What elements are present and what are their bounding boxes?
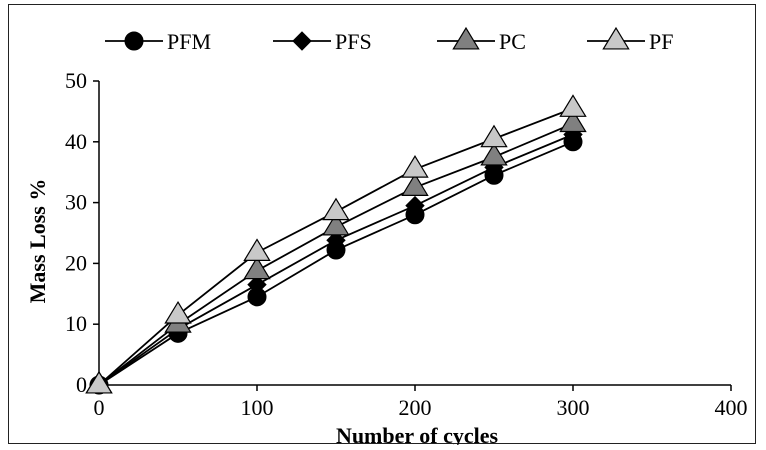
y-tick-label: 20 [65,250,87,275]
legend-marker-pf [602,26,630,50]
x-tick-label: 400 [715,395,748,420]
legend: PFM PFS PC PF [105,26,673,54]
series-pf [85,94,587,394]
axes: 0 10 20 30 40 50 0 100 200 300 400 [65,68,748,420]
data-point-pc [559,109,587,133]
series-pfm [89,132,583,395]
chart-frame: PFM PFS PC PF 0 10 20 30 40 50 0 100 200 300 400 Numb… [8,4,756,445]
legend-marker-pc [452,26,480,50]
data-point-pf [559,94,587,117]
line-chart: PFM PFS PC PF 0 10 20 30 40 50 0 100 200 300 400 Numb… [25,26,748,445]
data-point-pf [243,238,271,261]
y-tick-label: 0 [76,372,87,397]
series-pfs [89,124,583,395]
x-axis-title: Number of cycles [336,423,499,445]
data-point-pf [322,197,350,221]
data-point-pf [85,370,113,394]
y-tick-label: 50 [65,68,87,93]
legend-label-pfm: PFM [167,29,211,54]
x-tick-label: 300 [557,395,590,420]
y-tick-label: 40 [65,129,87,154]
legend-label-pfs: PFS [335,29,372,54]
data-point-pf [480,124,508,148]
legend-item-pfs: PFS [273,29,372,54]
legend-label-pf: PF [649,29,673,54]
data-point-pc [480,142,508,166]
legend-marker-pfm [124,31,144,51]
legend-item-pc: PC [437,26,526,54]
x-tick-label: 0 [94,395,105,420]
legend-item-pfm: PFM [105,29,211,54]
x-tick-label: 200 [399,395,432,420]
data-point-pc [401,173,429,196]
y-tick-label: 30 [65,190,87,215]
legend-marker-pfs [292,31,312,51]
data-point-pfs [405,195,425,216]
data-point-pfs [247,274,267,295]
data-point-pfs [326,230,346,251]
data-point-pc [322,212,350,236]
series-layer [85,94,587,395]
data-point-pc [243,256,271,280]
data-point-pf [164,300,192,324]
legend-item-pf: PF [587,26,673,54]
x-tick-label: 100 [241,395,274,420]
legend-label-pc: PC [499,29,526,54]
data-point-pf [401,155,429,178]
y-axis-title: Mass Loss % [25,179,50,304]
y-tick-label: 10 [65,311,87,336]
